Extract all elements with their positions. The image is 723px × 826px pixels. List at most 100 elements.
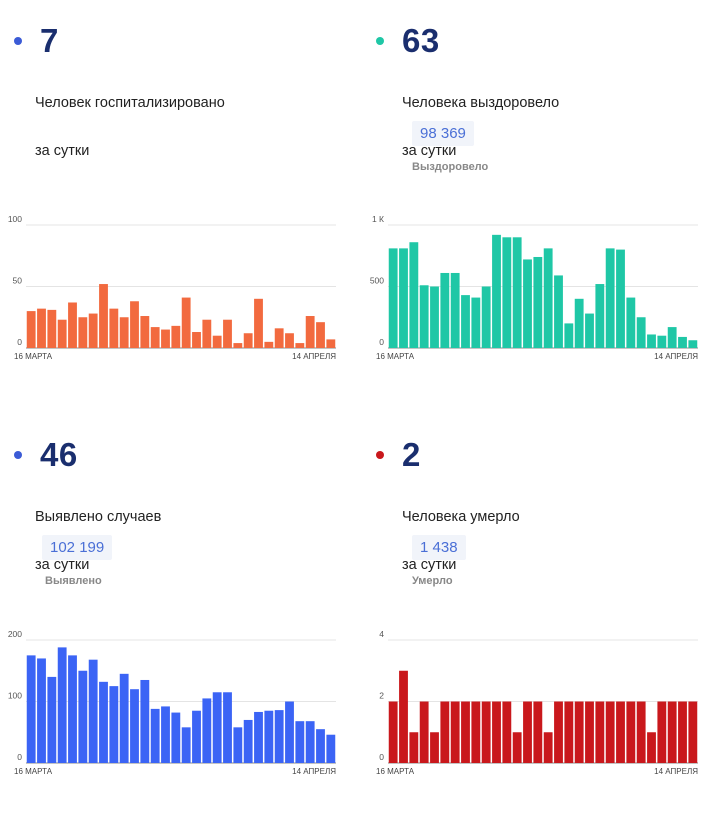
stat-label: Выявлено случаев за сутки [35, 481, 335, 601]
bar [233, 727, 243, 763]
bar [667, 327, 677, 348]
x-end-label: 14 АПРЕЛЯ [654, 352, 698, 361]
bar [492, 234, 501, 348]
bar [223, 319, 232, 348]
chart-deaths: 0 2 4 16 МАРТА 14 АПРЕЛЯ [376, 629, 698, 776]
y-tick-label: 200 [8, 629, 22, 639]
bar [492, 701, 501, 763]
bar [68, 655, 77, 763]
bar [254, 298, 263, 348]
bar [657, 701, 667, 763]
stat-label-line2: за сутки [35, 143, 90, 159]
bar [161, 329, 170, 348]
bar [295, 343, 305, 348]
bar [647, 334, 656, 348]
bar [543, 732, 553, 763]
bar [595, 284, 605, 348]
total-label: Выявлено [45, 575, 102, 587]
dot-icon [376, 37, 384, 45]
bar [285, 333, 294, 348]
panel-deaths: 2 Человека умерло за сутки 1 438 Умерло [376, 436, 723, 826]
bar [57, 319, 67, 348]
big-stat: 2 [376, 436, 421, 474]
bar [99, 284, 108, 348]
x-end-label: 14 АПРЕЛЯ [292, 352, 336, 361]
bar [140, 316, 150, 348]
bar [461, 701, 470, 763]
bar [605, 701, 615, 763]
bar [657, 335, 667, 348]
bar [254, 711, 263, 763]
bar [212, 692, 222, 763]
bar [636, 701, 646, 763]
bar [388, 248, 398, 348]
y-tick-label: 100 [8, 691, 22, 701]
x-end-label: 14 АПРЕЛЯ [654, 767, 698, 776]
bar [626, 297, 636, 348]
bar [574, 701, 584, 763]
chart-recovered: 0 500 1 К 16 МАРТА 14 АПРЕЛЯ [370, 214, 698, 361]
bar [119, 673, 129, 763]
bar [512, 732, 522, 763]
bar [109, 686, 119, 763]
bar [502, 237, 512, 348]
stat-label-line1: Человека выздоровело [402, 95, 560, 111]
bar [595, 701, 605, 763]
bar [57, 647, 67, 763]
bar [130, 301, 139, 348]
x-start-label: 16 МАРТА [376, 352, 415, 361]
bar [88, 313, 98, 348]
bar [202, 319, 212, 348]
bar [409, 732, 419, 763]
x-start-label: 16 МАРТА [14, 767, 53, 776]
bar [647, 732, 656, 763]
bar [295, 721, 305, 763]
bar [533, 701, 543, 763]
bar [192, 332, 201, 348]
bar [140, 679, 150, 763]
total-label: Выздоровело [412, 161, 489, 173]
bar [150, 327, 160, 348]
y-tick-label: 2 [379, 691, 384, 701]
bar [119, 317, 129, 348]
stat-label-line1: Человек госпитализировано [35, 95, 225, 111]
y-tick-label: 0 [379, 337, 384, 347]
bar [264, 710, 274, 763]
panel-recovered: 63 Человека выздоровело за сутки 98 369 … [376, 22, 723, 412]
bar [171, 325, 181, 348]
bar [409, 242, 419, 348]
bar [626, 701, 636, 763]
bar [388, 701, 398, 763]
bar [192, 710, 201, 763]
bar [585, 313, 594, 348]
y-tick-label: 1 К [372, 214, 384, 224]
big-stat: 7 [14, 22, 59, 60]
bar [130, 689, 139, 763]
bar [554, 275, 563, 348]
panel-cases: 46 Выявлено случаев за сутки 102 199 Выя… [14, 436, 364, 826]
bar [512, 237, 522, 348]
dot-icon [376, 451, 384, 459]
bar [543, 248, 553, 348]
y-tick-label: 0 [17, 337, 22, 347]
chart-hospitalized: 0 50 100 16 МАРТА 14 АПРЕЛЯ [8, 214, 336, 361]
bar [181, 727, 191, 763]
daily-value: 63 [402, 22, 440, 59]
bar [688, 340, 698, 348]
bar [161, 706, 170, 763]
big-stat: 46 [14, 436, 78, 474]
bar [430, 732, 439, 763]
stat-label-line2: за сутки [402, 557, 457, 573]
bar [47, 676, 57, 763]
y-tick-label: 500 [370, 276, 384, 286]
dot-icon [14, 451, 22, 459]
bar [68, 302, 77, 348]
bar [450, 272, 460, 348]
bar [678, 701, 687, 763]
stat-label: Человека умерло за сутки [402, 481, 702, 601]
bar [430, 286, 439, 348]
bar [150, 708, 160, 763]
bar [26, 311, 36, 348]
bar [440, 272, 450, 348]
stat-label-line2: за сутки [35, 557, 90, 573]
